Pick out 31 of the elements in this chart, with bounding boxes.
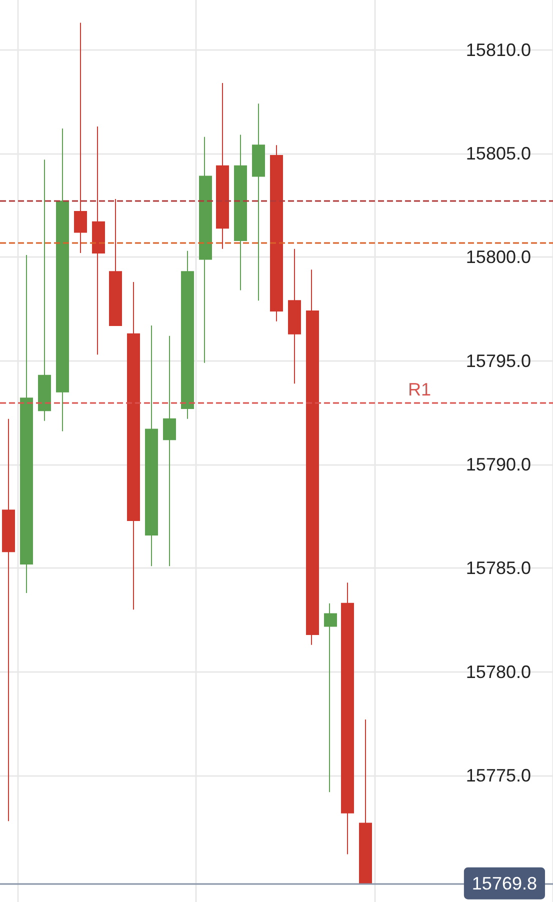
ref-line-label: R1	[408, 379, 431, 400]
candlestick	[288, 248, 301, 384]
candlestick	[216, 82, 229, 250]
candlestick	[199, 136, 212, 364]
y-tick-label: 15775.0	[466, 766, 531, 786]
y-tick-label: 15810.0	[466, 40, 531, 60]
y-tick-label: 15785.0	[466, 558, 531, 578]
candlestick	[74, 22, 87, 254]
candlestick	[359, 719, 372, 884]
y-tick-label: 15805.0	[466, 143, 531, 164]
candlestick	[127, 282, 140, 610]
candlestick	[324, 602, 337, 793]
y-tick-label: 15795.0	[466, 350, 531, 371]
y-tick-label: 15780.0	[466, 662, 531, 682]
y-tick-label: 15790.0	[466, 454, 531, 474]
candlestick	[109, 198, 122, 326]
candlestick	[234, 134, 247, 291]
candlestick	[20, 254, 33, 594]
y-tick-label: 15800.0	[466, 247, 531, 268]
candlestick	[270, 144, 283, 322]
ref-line-label: 15769.8	[472, 873, 537, 894]
candlestick	[341, 582, 354, 855]
candlestick	[306, 269, 319, 646]
candlestick	[92, 126, 105, 356]
candlestick	[145, 325, 158, 567]
candlestick	[56, 128, 69, 432]
candlestick	[38, 159, 51, 422]
candlestick	[2, 418, 15, 822]
candlestick	[163, 335, 176, 567]
candlestick	[252, 103, 265, 302]
candlestick	[181, 250, 194, 420]
